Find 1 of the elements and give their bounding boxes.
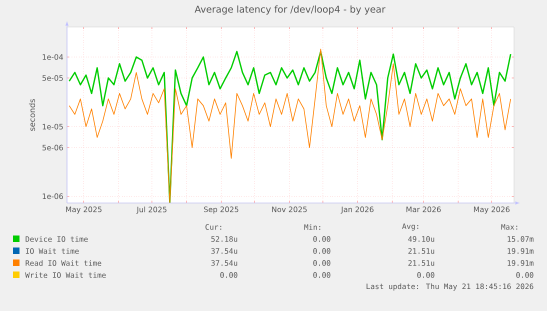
chart-title: Average latency for /dev/loop4 - by year — [194, 5, 386, 15]
